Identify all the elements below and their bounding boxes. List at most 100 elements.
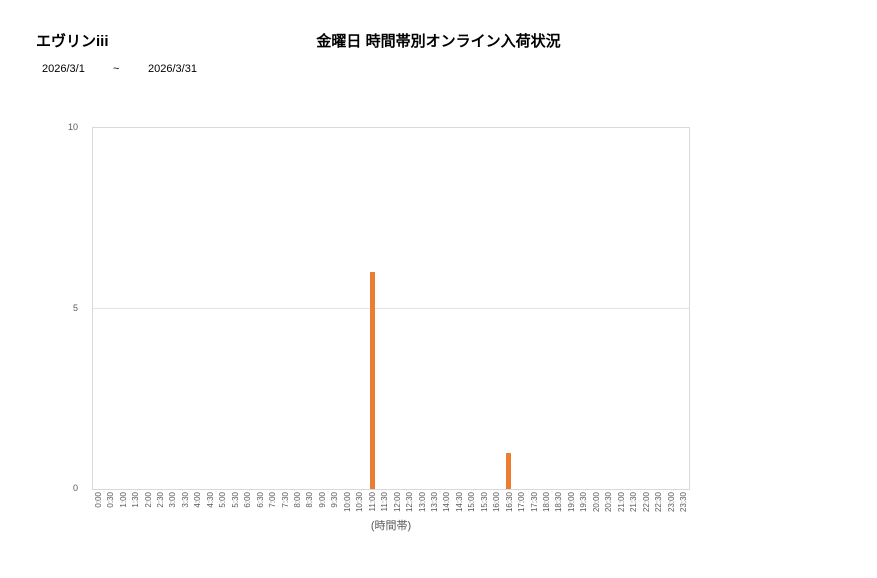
product-name-label: エヴリンiii <box>36 33 109 50</box>
x-tick-cell: 21:30 <box>627 492 639 512</box>
x-tick-label: 11:00 <box>367 492 377 512</box>
x-tick-label: 18:00 <box>542 492 552 513</box>
x-tick-label: 16:00 <box>492 492 502 513</box>
x-tick-cell: 11:30 <box>378 492 390 512</box>
x-tick-cell: 9:30 <box>329 492 341 512</box>
x-tick-cell: 11:00 <box>366 492 378 512</box>
x-tick-label: 21:30 <box>629 492 639 513</box>
date-to-label: 2026/3/31 <box>148 63 197 75</box>
plot-area <box>92 127 690 490</box>
x-tick-label: 13:30 <box>429 492 439 513</box>
x-tick-label: 0:30 <box>106 492 116 508</box>
x-tick-cell: 7:30 <box>279 492 291 512</box>
x-tick-cell: 4:00 <box>192 492 204 512</box>
bar-11:00 <box>369 272 375 489</box>
chart-title: 金曜日 時間帯別オンライン入荷状況 <box>316 33 561 50</box>
x-tick-label: 9:30 <box>330 492 340 508</box>
x-tick-cell: 12:00 <box>391 492 403 512</box>
x-tick-label: 10:30 <box>355 492 365 513</box>
x-tick-label: 10:00 <box>342 492 352 513</box>
x-tick-cell: 5:00 <box>217 492 229 512</box>
x-axis-title: (時間帯) <box>370 520 412 532</box>
x-tick-label: 13:00 <box>417 492 427 513</box>
x-tick-cell: 17:30 <box>528 492 540 512</box>
x-tick-label: 5:00 <box>218 492 228 508</box>
x-tick-label: 17:00 <box>517 492 527 513</box>
x-tick-label: 2:30 <box>155 492 165 508</box>
x-tick-cell: 14:30 <box>453 492 465 512</box>
x-tick-label: 6:00 <box>243 492 253 508</box>
x-tick-cell: 23:00 <box>665 492 677 512</box>
x-tick-label: 5:30 <box>230 492 240 508</box>
x-tick-cell: 6:30 <box>254 492 266 512</box>
y-tick-label: 5 <box>72 302 78 313</box>
x-tick-label: 7:30 <box>280 492 290 508</box>
x-tick-cell: 18:30 <box>553 492 565 512</box>
x-tick-label: 4:30 <box>205 492 215 508</box>
x-tick-label: 9:00 <box>317 492 327 508</box>
bar-16:30 <box>506 452 512 489</box>
x-tick-cell: 13:30 <box>428 492 440 512</box>
x-tick-label: 12:00 <box>392 492 402 513</box>
x-tick-cell: 20:30 <box>603 492 615 512</box>
x-tick-label: 15:00 <box>467 492 477 513</box>
gridline <box>93 308 689 309</box>
x-tick-label: 16:30 <box>504 492 514 513</box>
x-tick-label: 8:30 <box>305 492 315 508</box>
x-tick-label: 3:30 <box>180 492 190 508</box>
date-separator: ~ <box>113 63 120 75</box>
x-tick-cell: 1:30 <box>129 492 141 512</box>
x-tick-cell: 9:00 <box>316 492 328 512</box>
x-tick-label: 6:30 <box>255 492 265 508</box>
x-tick-cell: 10:30 <box>354 492 366 512</box>
y-tick-label: 10 <box>67 122 78 132</box>
x-tick-label: 1:00 <box>118 492 128 508</box>
date-from-label: 2026/3/1 <box>42 63 85 75</box>
x-tick-label: 20:00 <box>591 492 601 513</box>
x-tick-label: 1:30 <box>131 492 141 508</box>
x-tick-cell: 16:00 <box>491 492 503 512</box>
x-tick-label: 8:00 <box>292 492 302 508</box>
x-tick-cell: 20:00 <box>590 492 602 512</box>
x-tick-cell: 2:00 <box>142 492 154 512</box>
x-tick-label: 3:00 <box>168 492 178 508</box>
y-tick-label: 0 <box>72 483 78 493</box>
x-tick-label: 22:30 <box>654 492 664 513</box>
x-tick-cell: 4:30 <box>204 492 216 512</box>
x-tick-cell: 19:30 <box>578 492 590 512</box>
x-tick-cell: 22:00 <box>640 492 652 512</box>
x-axis-labels: 0:00 0:30 1:00 1:30 2:00 2:30 3:00 3:30 4:00 4:30… <box>92 492 690 512</box>
x-tick-label: 17:30 <box>529 492 539 513</box>
x-tick-label: 11:30 <box>380 492 390 512</box>
x-tick-cell: 0:30 <box>104 492 116 512</box>
x-tick-cell: 15:00 <box>466 492 478 512</box>
x-tick-cell: 21:00 <box>615 492 627 512</box>
x-tick-label: 23:00 <box>666 492 676 513</box>
x-tick-cell: 16:30 <box>503 492 515 512</box>
x-tick-cell: 12:30 <box>403 492 415 512</box>
x-tick-cell: 3:00 <box>167 492 179 512</box>
x-tick-label: 22:00 <box>641 492 651 513</box>
x-tick-label: 4:00 <box>193 492 203 508</box>
x-tick-label: 21:00 <box>616 492 626 513</box>
x-tick-label: 23:30 <box>679 492 689 513</box>
x-tick-cell: 23:30 <box>677 492 689 512</box>
x-tick-cell: 0:00 <box>92 492 104 512</box>
x-tick-label: 0:00 <box>93 492 103 508</box>
x-tick-label: 20:30 <box>604 492 614 513</box>
x-tick-cell: 8:00 <box>291 492 303 512</box>
x-tick-cell: 14:00 <box>441 492 453 512</box>
x-tick-cell: 7:00 <box>266 492 278 512</box>
x-tick-cell: 13:00 <box>416 492 428 512</box>
x-tick-label: 19:30 <box>579 492 589 513</box>
x-tick-label: 18:30 <box>554 492 564 513</box>
x-tick-label: 7:00 <box>268 492 278 508</box>
x-tick-label: 2:00 <box>143 492 153 508</box>
x-tick-cell: 8:30 <box>304 492 316 512</box>
x-tick-cell: 2:30 <box>154 492 166 512</box>
x-tick-cell: 18:00 <box>540 492 552 512</box>
x-tick-label: 14:00 <box>442 492 452 513</box>
x-tick-cell: 22:30 <box>652 492 664 512</box>
x-tick-cell: 3:30 <box>179 492 191 512</box>
